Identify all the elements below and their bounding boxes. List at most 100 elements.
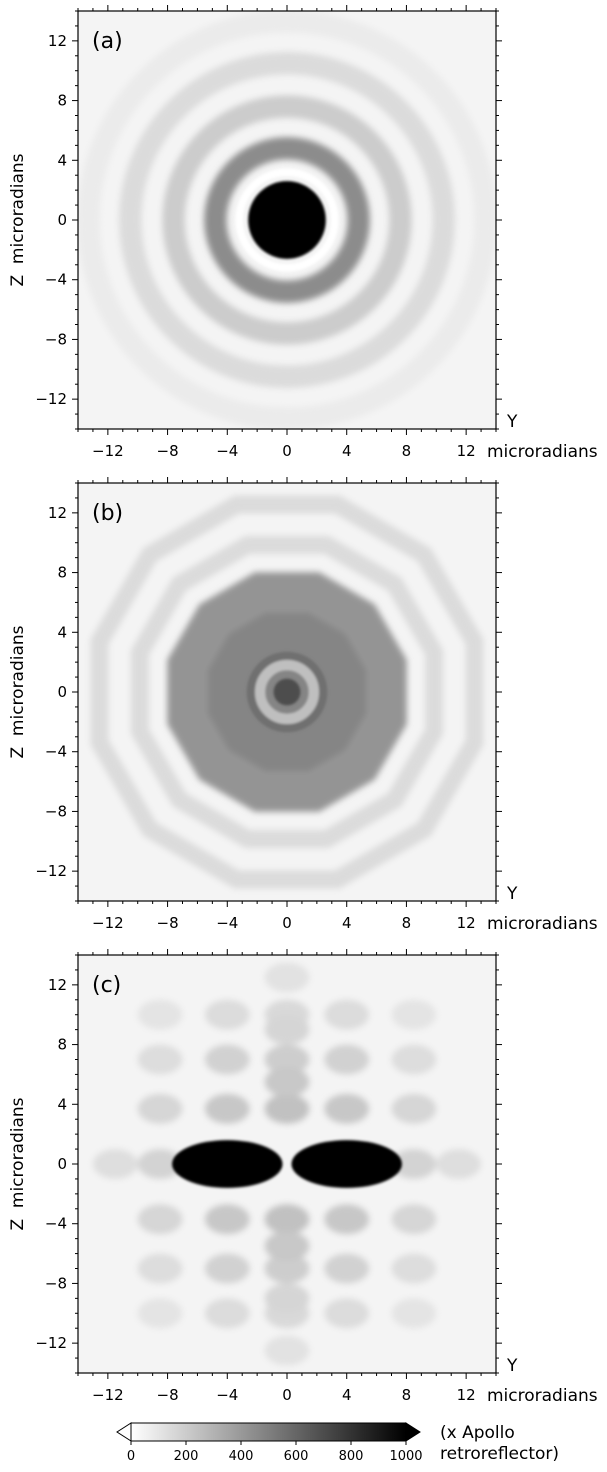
- colorbar: 0 200 400 600 800 1000: [0, 1415, 607, 1472]
- y-tick-label: −8: [45, 1274, 67, 1292]
- heatmap-field: [78, 11, 496, 429]
- y-axis-label: Z microradians: [8, 153, 28, 286]
- main-lobe-left: [172, 1140, 283, 1188]
- side-lobe: [391, 999, 437, 1030]
- y-axis-label: Z microradians: [8, 1097, 28, 1230]
- x-tick-label: 4: [342, 1386, 352, 1404]
- x-tick-label: 12: [457, 442, 476, 460]
- x-tick-label: −8: [157, 442, 179, 460]
- x-tick-label: −4: [216, 914, 238, 932]
- heatmap-b: −12 −8 −4 0 4 8 12 12 8 4 0 −4 −8 −12 (b) Z microradian…: [8, 477, 598, 934]
- x-tick-label: 0: [282, 1386, 292, 1404]
- side-lobe: [264, 1283, 310, 1314]
- side-lobe: [137, 1253, 183, 1284]
- diffraction-ring: [119, 52, 455, 388]
- colorbar-tick-label: 800: [339, 1449, 364, 1464]
- y-tick-label: −4: [45, 271, 67, 289]
- x-tick-label: 8: [402, 914, 412, 932]
- colorbar-gradient: [130, 1422, 407, 1442]
- main-lobe-right: [291, 1140, 402, 1188]
- side-lobe: [204, 1298, 250, 1329]
- y-tick-label: 12: [48, 504, 67, 522]
- x-tick-label: 4: [342, 914, 352, 932]
- panel-label: (b): [92, 501, 123, 526]
- side-lobe: [137, 999, 183, 1030]
- x-axis-label-units: microradians: [487, 914, 598, 934]
- colorbar-tick-label: 0: [127, 1449, 135, 1464]
- panel-a: −12 −8 −4 0 4 8 12 12 8 4 0 −4 −8 −12 (a) Z microradian…: [0, 0, 607, 470]
- side-lobe: [264, 1044, 310, 1075]
- side-lobe: [324, 1044, 370, 1075]
- side-lobe: [137, 1149, 183, 1179]
- colorbar-tick-label: 600: [284, 1449, 309, 1464]
- y-tick-label: 4: [57, 1095, 67, 1113]
- side-lobe: [204, 1044, 250, 1075]
- colorbar-note-line2: retroreflector): [440, 1444, 560, 1464]
- diffraction-ring: [162, 95, 412, 345]
- x-tick-label: 0: [282, 914, 292, 932]
- x-tick-label: 8: [402, 1386, 412, 1404]
- colorbar-tick-label: 400: [229, 1449, 254, 1464]
- side-lobe: [391, 1149, 437, 1179]
- y-tick-label: 12: [48, 32, 67, 50]
- side-lobe: [324, 1298, 370, 1329]
- y-tick-label: −12: [35, 862, 67, 880]
- x-axis-label-units: microradians: [487, 442, 598, 462]
- x-tick-label: −8: [157, 914, 179, 932]
- side-lobe: [324, 999, 370, 1030]
- side-lobe: [137, 1093, 183, 1124]
- colorbar-scale: 0 200 400 600 800 1000: [116, 1422, 423, 1464]
- side-lobe: [264, 1093, 310, 1124]
- x-tick-label: −4: [216, 442, 238, 460]
- y-tick-label: −8: [45, 330, 67, 348]
- colorbar-note-line1: (x Apollo: [440, 1423, 515, 1443]
- side-lobe: [324, 1204, 370, 1235]
- x-tick-label: 12: [457, 1386, 476, 1404]
- y-tick-label: 0: [57, 1155, 67, 1173]
- y-tick-label: 12: [48, 976, 67, 994]
- side-lobe: [391, 1093, 437, 1124]
- side-lobe: [264, 1231, 310, 1262]
- y-axis-label: Z microradians: [8, 625, 28, 758]
- side-lobe: [204, 999, 250, 1030]
- heatmap-field: [78, 955, 496, 1373]
- diffraction-ring: [204, 137, 370, 303]
- y-tick-label: 8: [57, 564, 67, 582]
- side-lobe: [264, 1014, 310, 1045]
- heatmap-field: [78, 483, 496, 901]
- side-lobe: [137, 1298, 183, 1329]
- x-tick-label: −12: [92, 442, 124, 460]
- x-tick-label: −12: [92, 914, 124, 932]
- panel-label: (c): [92, 973, 121, 998]
- side-lobe: [264, 1253, 310, 1284]
- side-lobe: [436, 1149, 482, 1179]
- side-lobe: [264, 1335, 310, 1366]
- y-tick-label: 0: [57, 683, 67, 701]
- colorbar-tick-label: 1000: [389, 1449, 422, 1464]
- y-tick-label: 0: [57, 211, 67, 229]
- colorbar-tick-label: 200: [174, 1449, 199, 1464]
- y-tick-label: 4: [57, 623, 67, 641]
- y-tick-label: −4: [45, 743, 67, 761]
- x-tick-label: −8: [157, 1386, 179, 1404]
- panel-b: −12 −8 −4 0 4 8 12 12 8 4 0 −4 −8 −12 (b) Z microradian…: [0, 472, 607, 942]
- side-lobe: [324, 1093, 370, 1124]
- side-lobe: [264, 962, 310, 993]
- y-tick-label: −12: [35, 1334, 67, 1352]
- outer-fringe: [90, 495, 484, 889]
- x-axis-label-units: microradians: [487, 1386, 598, 1406]
- side-lobe: [391, 1298, 437, 1329]
- side-lobe: [264, 1204, 310, 1235]
- x-tick-label: 0: [282, 442, 292, 460]
- x-tick-label: 8: [402, 442, 412, 460]
- panel-c: −12 −8 −4 0 4 8 12 12 8 4 0 −4 −8 −12 (c) Z microradian…: [0, 944, 607, 1414]
- heatmap-c: −12 −8 −4 0 4 8 12 12 8 4 0 −4 −8 −12 (c) Z microradian…: [8, 949, 598, 1406]
- x-axis-label-letter: Y: [506, 884, 518, 904]
- central-core: [248, 181, 326, 259]
- colorbar-unit-note: (x Apollo retroreflector): [440, 1423, 559, 1465]
- side-lobe: [204, 1253, 250, 1284]
- y-tick-label: 8: [57, 1036, 67, 1054]
- colorbar-low-arrow: [116, 1422, 132, 1442]
- heatmap-a: −12 −8 −4 0 4 8 12 12 8 4 0 −4 −8 −12 (a) Z microradian…: [8, 5, 598, 462]
- panel-label: (a): [92, 29, 123, 54]
